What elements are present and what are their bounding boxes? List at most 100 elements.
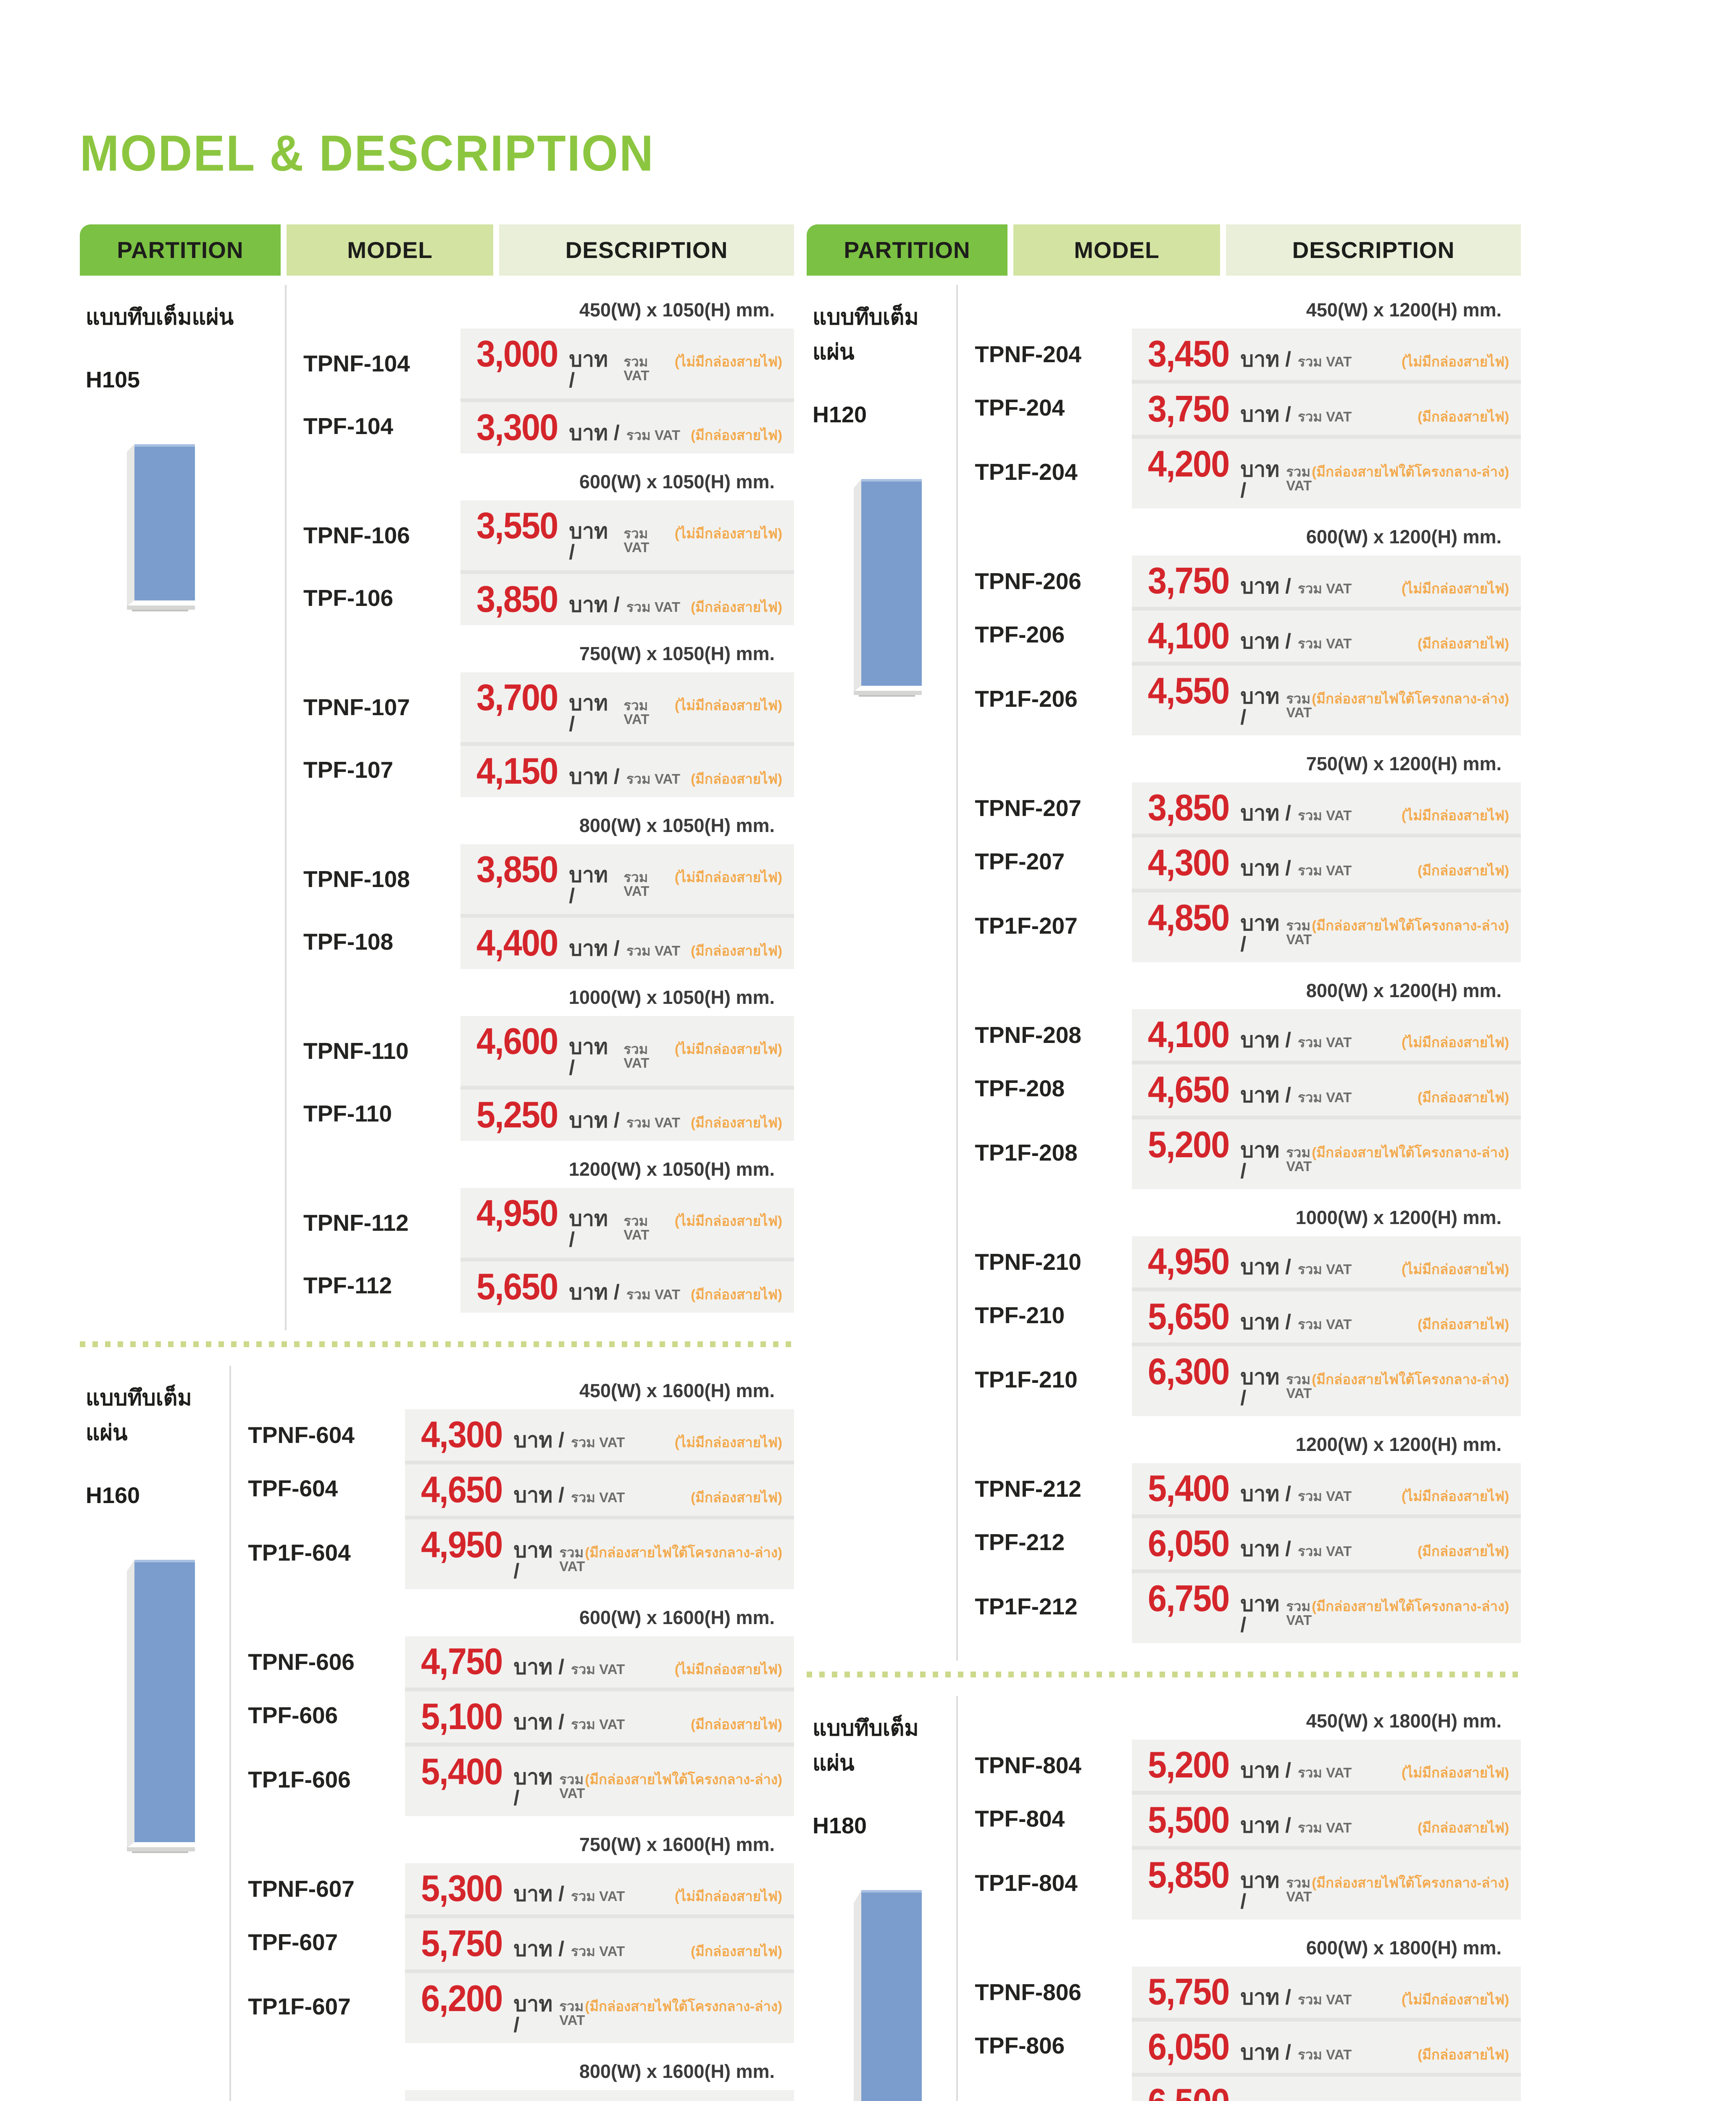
price-value: 4,100 [1148, 615, 1230, 656]
price-note: (มีกล่องสายไฟใต้โครงกลาง-ล่าง) [585, 1545, 782, 1560]
vat-label: รวม VAT [1286, 691, 1312, 720]
price-note: (มีกล่องสายไฟใต้โครงกลาง-ล่าง) [1312, 1145, 1509, 1160]
price-note: (มีกล่องสายไฟ) [691, 1490, 782, 1505]
price-value: 4,200 [1148, 443, 1230, 484]
baht-unit-label: บาท / [513, 1710, 564, 1734]
price-cell: 5,650 บาท / รวม VAT (มีกล่องสายไฟ) [1132, 1287, 1521, 1343]
size-group: 1000(W) x 1200(H) mm. TPNF-210 4,950 บาท / ร… [967, 1207, 1521, 1416]
table-row: TPNF-107 3,700 บาท / รวม VAT (ไม่มีกล่องสายไ… [296, 672, 794, 742]
size-group: 800(W) x 1200(H) mm. TPNF-208 4,100 บาท / รว… [967, 980, 1521, 1189]
size-label: 1200(W) x 1200(H) mm. [1295, 1434, 1502, 1455]
price-cell: 3,450 บาท / รวม VAT (ไม่มีกล่องสายไฟ) [1132, 329, 1521, 380]
vat-label: รวม VAT [1297, 863, 1352, 878]
price-note: (มีกล่องสายไฟ) [691, 1287, 782, 1302]
vat-label: รวม VAT [1297, 1543, 1352, 1559]
model-code: TP1F-208 [975, 1139, 1078, 1166]
table-row: TPF-604 4,650 บาท / รวม VAT (มีกล่องสายไฟ) [240, 1461, 794, 1516]
price-note: (มีกล่องสายไฟ) [1418, 1543, 1509, 1559]
price-value: 4,950 [421, 1524, 503, 1565]
vat-label: รวม VAT [1297, 354, 1352, 369]
model-code: TPF-806 [975, 2032, 1065, 2059]
price-value: 6,050 [1148, 1522, 1230, 1564]
model-code: TPNF-606 [248, 1649, 355, 1675]
price-note: (มีกล่องสายไฟ) [1418, 1820, 1509, 1835]
price-cell: 3,750 บาท / รวม VAT (มีกล่องสายไฟ) [1132, 380, 1521, 435]
price-note: (มีกล่องสายไฟ) [1418, 863, 1509, 878]
model-code: TPF-212 [975, 1529, 1065, 1555]
size-label: 450(W) x 1050(H) mm. [579, 299, 775, 321]
price-note: (มีกล่องสายไฟ) [691, 943, 782, 958]
section-h180: แบบทึบเต็มแผ่น H180 450(W) x 1800(H) mm. TP… [807, 1696, 1521, 2101]
size-group: 750(W) x 1200(H) mm. TPNF-207 3,850 บาท / รว… [967, 753, 1521, 962]
price-note: (มีกล่องสายไฟ) [691, 599, 782, 615]
partition-panel-icon [127, 1560, 195, 1853]
vat-label: รวม VAT [1297, 1488, 1352, 1504]
section-content: 450(W) x 1050(H) mm. TPNF-104 3,000 บาท / รว… [287, 285, 794, 1330]
price-note: (มีกล่องสายไฟ) [691, 1717, 782, 1732]
price-cell: 4,650 บาท / รวม VAT (มีกล่องสายไฟ) [1132, 1061, 1521, 1116]
baht-unit-label: บาท / [1240, 911, 1280, 956]
table-row: TPF-606 5,100 บาท / รวม VAT (มีกล่องสายไฟ) [240, 1688, 794, 1743]
price-value: 6,200 [421, 1977, 503, 2019]
price-note: (ไม่มีกล่องสายไฟ) [674, 526, 782, 541]
vat-label: รวม VAT [1297, 409, 1352, 424]
price-value: 3,850 [476, 848, 558, 890]
price-value: 6,050 [421, 2097, 503, 2101]
table-row: TPNF-606 4,750 บาท / รวม VAT (ไม่มีกล่องสายไ… [240, 1636, 794, 1688]
vat-label: รวม VAT [1297, 1765, 1352, 1780]
table-row: TPF-806 6,050 บาท / รวม VAT (มีกล่องสายไฟ) [967, 2018, 1521, 2073]
table-row: TP1F-208 5,200 บาท / รวม VAT (มีกล่องสายไฟใต… [967, 1116, 1521, 1189]
price-note: (มีกล่องสายไฟ) [1418, 2047, 1509, 2062]
price-note: (มีกล่องสายไฟใต้โครงกลาง-ล่าง) [1312, 691, 1509, 706]
size-group: 750(W) x 1050(H) mm. TPNF-107 3,700 บาท / รว… [296, 643, 794, 797]
price-note: (มีกล่องสายไฟใต้โครงกลาง-ล่าง) [1312, 918, 1509, 933]
price-cell: 5,500 บาท / รวม VAT (มีกล่องสายไฟ) [1132, 1791, 1521, 1846]
table-row: TPNF-108 3,850 บาท / รวม VAT (ไม่มีกล่องสายไ… [296, 844, 794, 914]
section-h120: แบบทึบเต็มแผ่น H120 450(W) x 1200(H) mm. TP… [807, 285, 1521, 1661]
baht-unit-label: บาท / [1240, 2097, 1279, 2101]
price-cell: 4,300 บาท / รวม VAT (ไม่มีกล่องสายไฟ) [405, 1409, 794, 1461]
price-cell: 4,200 บาท / รวม VAT (มีกล่องสายไฟใต้โครงกลา… [1132, 435, 1521, 508]
vat-label: รวม VAT [623, 869, 650, 899]
price-cell: 4,650 บาท / รวม VAT (มีกล่องสายไฟ) [405, 1461, 794, 1516]
vat-label: รวม VAT [1297, 1316, 1352, 1332]
price-note: (มีกล่องสายไฟ) [1418, 636, 1509, 651]
baht-unit-label: บาท / [569, 1108, 620, 1132]
vat-label: รวม VAT [626, 771, 681, 787]
baht-unit-label: บาท / [1240, 1537, 1291, 1561]
table-row: TPF-607 5,750 บาท / รวม VAT (มีกล่องสายไฟ) [240, 1914, 794, 1969]
column-header-description: DESCRIPTION [499, 224, 794, 276]
price-cell: 5,300 บาท / รวม VAT (ไม่มีกล่องสายไฟ) [405, 1863, 794, 1914]
table-row: TPNF-204 3,450 บาท / รวม VAT (ไม่มีกล่องสายไ… [967, 329, 1521, 380]
price-value: 6,300 [1148, 1351, 1230, 1392]
table-row: TPNF-112 4,950 บาท / รวม VAT (ไม่มีกล่องสายไ… [296, 1188, 794, 1258]
price-cell: 3,550 บาท / รวม VAT (ไม่มีกล่องสายไฟ) [460, 500, 794, 570]
partition-cell: แบบทึบเต็มแผ่น H105 [80, 285, 287, 1330]
price-cell: 4,750 บาท / รวม VAT (ไม่มีกล่องสายไฟ) [405, 1636, 794, 1688]
model-code: TP1F-204 [975, 458, 1078, 485]
partition-code: H160 [86, 1483, 140, 1508]
model-code: TPF-210 [975, 1302, 1065, 1328]
baht-unit-label: บาท / [1240, 1028, 1291, 1052]
price-value: 4,400 [476, 922, 558, 964]
partition-panel-icon [854, 1890, 922, 2101]
price-cell: 3,000 บาท / รวม VAT (ไม่มีกล่องสายไฟ) [460, 329, 794, 398]
table-row: TP1F-210 6,300 บาท / รวม VAT (มีกล่องสายไฟใต… [967, 1343, 1521, 1416]
size-label: 750(W) x 1200(H) mm. [1306, 753, 1502, 774]
price-cell: 4,300 บาท / รวม VAT (มีกล่องสายไฟ) [1132, 834, 1521, 889]
baht-unit-label: บาท / [1240, 1138, 1280, 1183]
baht-unit-label: บาท / [1240, 458, 1280, 502]
vat-label: รวม VAT [623, 1213, 650, 1243]
price-value: 6,750 [1148, 1577, 1230, 1619]
table-row: TPF-208 4,650 บาท / รวม VAT (มีกล่องสายไฟ) [967, 1061, 1521, 1116]
baht-unit-label: บาท / [1240, 685, 1280, 729]
price-cell: 5,100 บาท / รวม VAT (มีกล่องสายไฟ) [405, 1688, 794, 1743]
baht-unit-label: บาท / [1240, 1869, 1280, 1913]
price-note: (มีกล่องสายไฟใต้โครงกลาง-ล่าง) [585, 1998, 782, 2014]
model-code: TPF-112 [303, 1272, 392, 1298]
model-code: TP1F-604 [248, 1539, 351, 1566]
table-row: TPNF-804 5,200 บาท / รวม VAT (ไม่มีกล่องสายไ… [967, 1740, 1521, 1791]
